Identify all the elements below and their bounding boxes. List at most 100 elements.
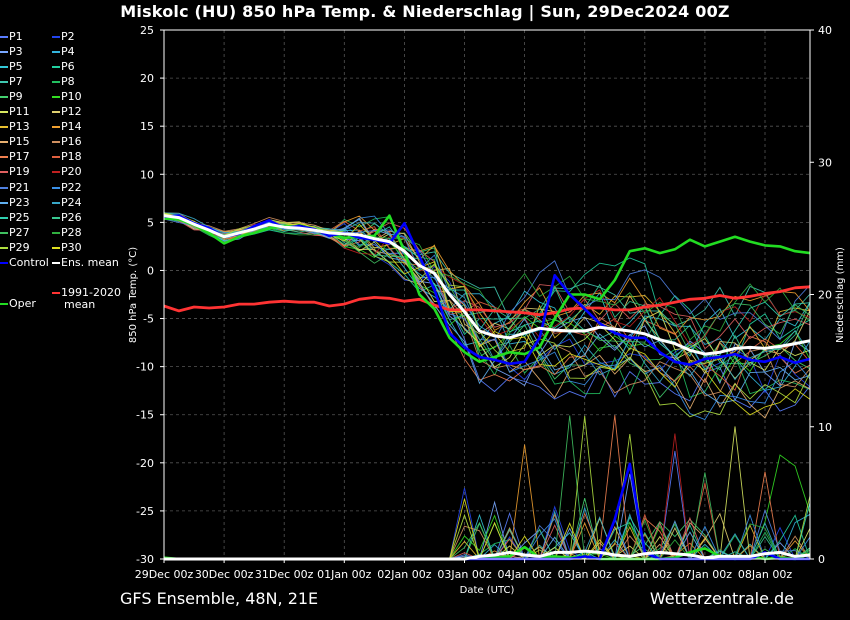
legend-item: P20 (52, 165, 82, 179)
legend-label: P12 (61, 105, 82, 119)
legend-swatch (52, 111, 60, 114)
x-tick-label: 08Jan 00z (738, 568, 792, 581)
y-tick-label-right: 30 (818, 156, 832, 169)
y-tick-label-left: 5 (147, 216, 154, 229)
legend-swatch (0, 81, 8, 84)
legend-item: P30 (52, 241, 82, 255)
member-temp-line (163, 214, 811, 335)
legend-item: Ens. mean (52, 256, 119, 270)
legend-item: P12 (52, 105, 82, 119)
legend-label: P27 (9, 225, 30, 239)
x-tick-label: 02Jan 00z (377, 568, 431, 581)
legend-item: P29 (0, 241, 30, 255)
legend-item: P23 (0, 196, 30, 210)
x-tick-label: 29Dec 00z (135, 568, 194, 581)
legend-item: P10 (52, 90, 82, 104)
legend-swatch (0, 126, 8, 129)
legend-item: P26 (52, 211, 82, 225)
y-tick-label-left: -20 (136, 457, 154, 470)
legend-swatch (0, 111, 8, 114)
legend-label: P26 (61, 210, 82, 224)
legend-swatch (0, 216, 8, 219)
legend-item: P14 (52, 120, 82, 134)
legend-item: P5 (0, 60, 23, 74)
ensemble-member-lines (163, 211, 811, 561)
y-axis-right-title: Niederschlag (mm) (835, 247, 846, 343)
legend-label: 1991-2020 (61, 286, 121, 299)
footer-source: Wetterzentrale.de (649, 589, 794, 608)
legend-label: P2 (61, 30, 75, 43)
legend-label: P30 (61, 240, 82, 254)
member-precip-line (164, 426, 811, 560)
member-temp-line (163, 212, 811, 397)
legend-label: P3 (9, 45, 23, 59)
legend-label: P20 (61, 165, 82, 179)
legend-label: P6 (61, 60, 75, 74)
footer-model-info: GFS Ensemble, 48N, 21E (120, 589, 319, 608)
legend-label: P9 (9, 90, 23, 104)
legend-item: P27 (0, 226, 30, 240)
legend-swatch (0, 96, 8, 99)
legend-label: P7 (9, 75, 23, 89)
x-tick-label: 05Jan 00z (558, 568, 612, 581)
legend-swatch (52, 186, 60, 189)
x-tick-label: 04Jan 00z (497, 568, 551, 581)
x-tick-label: 01Jan 00z (317, 568, 371, 581)
legend-label: Control (9, 255, 49, 269)
legend-swatch (52, 36, 60, 38)
chart-title: Miskolc (HU) 850 hPa Temp. & Niederschla… (120, 2, 730, 21)
y-tick-label-right: 10 (818, 421, 832, 434)
legend-swatch (52, 156, 60, 159)
member-precip-line (164, 450, 811, 560)
legend-label: P8 (61, 75, 75, 89)
legend-swatch (52, 171, 60, 174)
legend-swatch (52, 216, 60, 219)
legend-swatch (0, 171, 8, 174)
x-axis-title: Date (UTC) (460, 585, 515, 596)
legend-item: 1991-2020 mean (52, 286, 121, 310)
1991-2020-mean-temp-line (163, 285, 811, 317)
legend-swatch (0, 246, 8, 249)
legend-item: P6 (52, 60, 75, 74)
y-axis-left-title: 850 hPa Temp. (°C) (128, 247, 139, 343)
legend-item: Control (0, 256, 49, 270)
y-tick-label-left: 0 (147, 264, 154, 277)
y-tick-label-left: -15 (136, 409, 154, 422)
legend-swatch (0, 36, 8, 38)
legend-item: P15 (0, 135, 30, 149)
legend-label: P18 (61, 150, 82, 164)
control-temp-line (163, 214, 811, 367)
legend-label: P29 (9, 240, 30, 254)
legend-label: P24 (61, 195, 82, 209)
legend-item: P8 (52, 75, 75, 89)
legend-swatch (0, 231, 8, 234)
legend-item: P16 (52, 135, 82, 149)
series-lines (163, 214, 811, 561)
member-temp-line (163, 214, 811, 341)
legend-item: P3 (0, 45, 23, 59)
legend-item: P19 (0, 165, 30, 179)
legend-item: P2 (52, 30, 75, 44)
legend-label: P11 (9, 105, 30, 119)
x-tick-label: 30Dec 00z (195, 568, 254, 581)
legend-label: P13 (9, 120, 30, 134)
legend-swatch (52, 66, 60, 69)
legend-swatch (52, 81, 60, 84)
legend-label: P28 (61, 225, 82, 239)
legend-item: P17 (0, 150, 30, 164)
legend-swatch (52, 201, 60, 204)
legend-swatch (52, 126, 60, 129)
legend-label: P4 (61, 45, 75, 59)
legend-swatch (0, 303, 8, 305)
legend-swatch (52, 246, 60, 249)
axis-ticks: 25 20 15 10 5 0 -5 -10 -15 -20 -25 -30 40 30 20 10 0 29De… (135, 24, 832, 581)
legend-swatch (0, 261, 8, 264)
y-tick-label-left: 25 (140, 24, 154, 37)
legend-label: Ens. mean (61, 255, 119, 269)
y-tick-label-left: -25 (136, 505, 154, 518)
legend-item: P28 (52, 226, 82, 240)
y-tick-label-right: 0 (818, 553, 825, 566)
x-tick-label: 07Jan 00z (678, 568, 732, 581)
legend-item: P4 (52, 45, 75, 59)
